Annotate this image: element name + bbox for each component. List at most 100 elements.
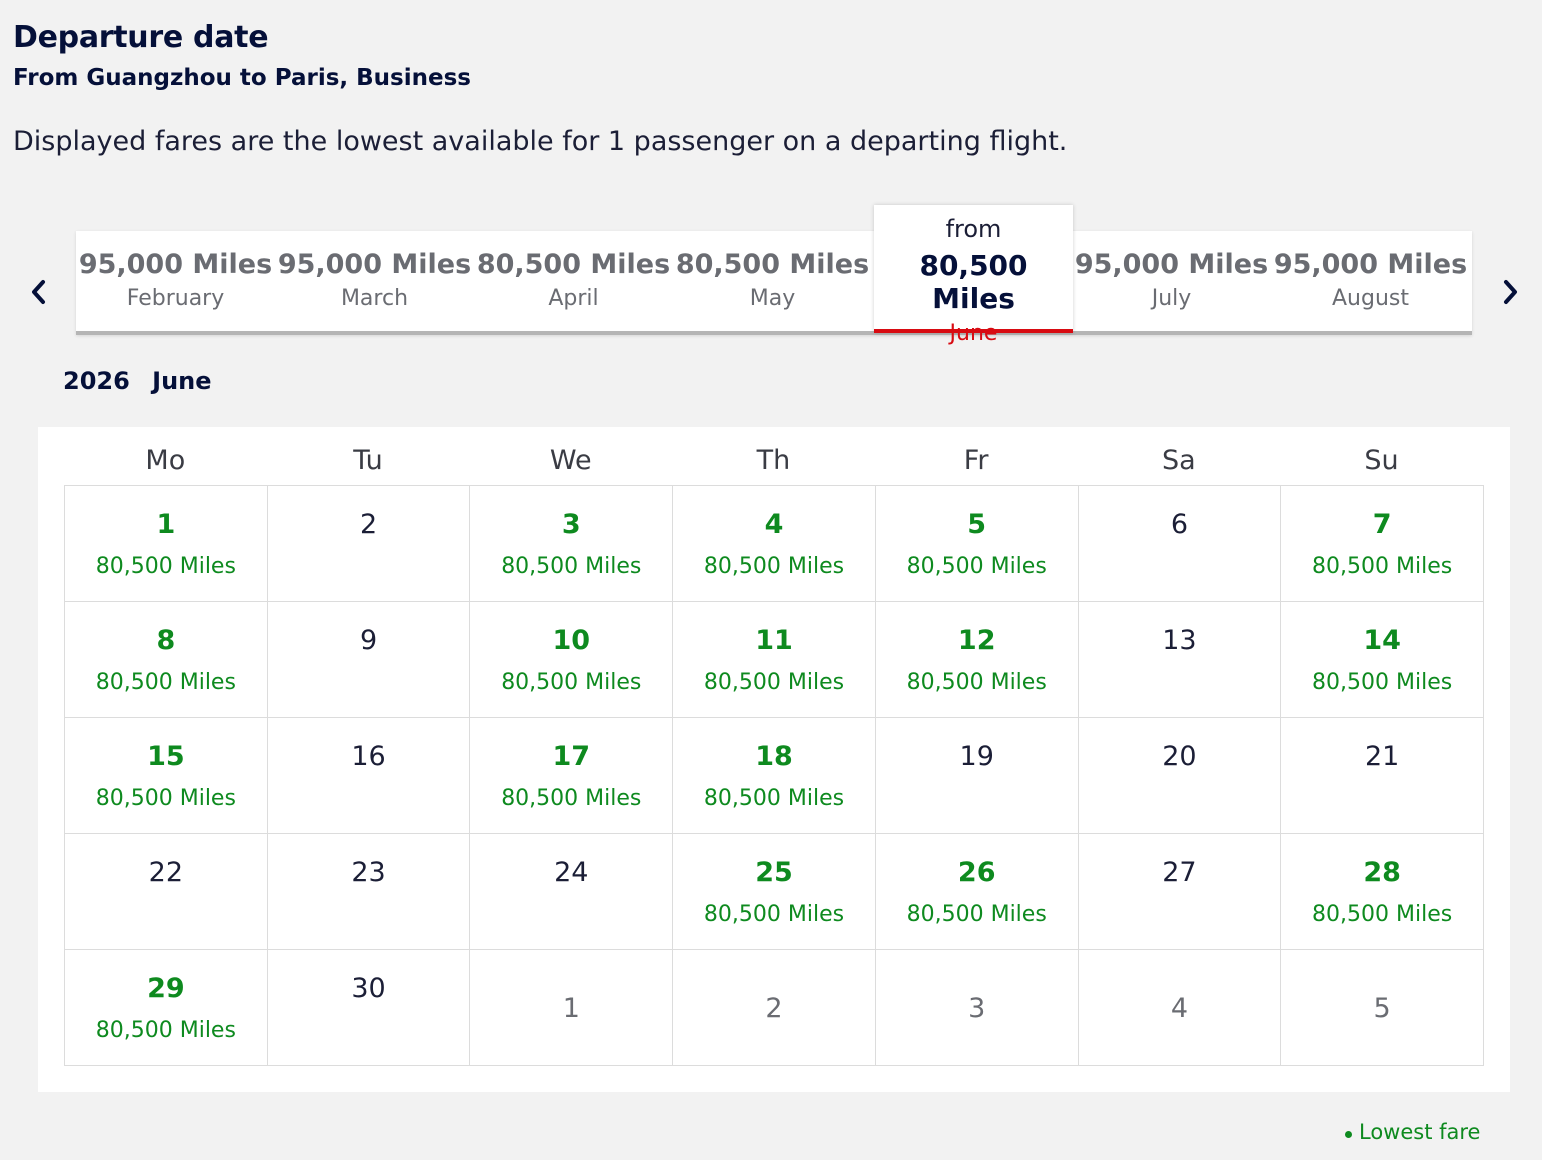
day-number: 8 xyxy=(156,625,176,656)
day-number: 19 xyxy=(959,741,994,772)
legend: Lowest fare xyxy=(1345,1120,1480,1144)
day-fare: 80,500 Miles xyxy=(1312,902,1453,927)
day-fare: 80,500 Miles xyxy=(501,786,642,811)
calendar-day[interactable]: 20 xyxy=(1078,718,1282,834)
month-tab-february[interactable]: 95,000 Miles February xyxy=(76,231,275,331)
day-number: 30 xyxy=(351,973,386,1004)
day-number: 3 xyxy=(561,509,581,540)
day-fare: 80,500 Miles xyxy=(906,670,1047,695)
weekday-label: Su xyxy=(1364,445,1399,476)
month-tab-june[interactable]: from 80,500 Miles June xyxy=(874,205,1073,346)
calendar-day[interactable]: 29 80,500 Miles xyxy=(65,950,268,1066)
calendar-day[interactable]: 11 80,500 Miles xyxy=(673,602,876,718)
month-tab-label: July xyxy=(1151,286,1192,311)
previous-months-button[interactable] xyxy=(21,274,57,310)
day-number: 28 xyxy=(1363,857,1401,888)
calendar-day[interactable]: 19 xyxy=(875,718,1079,834)
month-tab-label: August xyxy=(1332,286,1409,311)
day-fare: 80,500 Miles xyxy=(95,786,236,811)
calendar-day-outside: 5 xyxy=(1281,950,1484,1066)
calendar-day[interactable]: 30 xyxy=(267,950,471,1066)
legend-dot-icon xyxy=(1345,1130,1352,1138)
calendar-day[interactable]: 14 80,500 Miles xyxy=(1281,602,1484,718)
day-fare: 80,500 Miles xyxy=(501,554,642,579)
next-months-button[interactable] xyxy=(1492,274,1528,310)
calendar-day[interactable]: 21 xyxy=(1281,718,1484,834)
calendar-day[interactable]: 23 xyxy=(267,834,471,950)
calendar-day[interactable]: 12 80,500 Miles xyxy=(875,602,1079,718)
calendar-day[interactable]: 25 80,500 Miles xyxy=(673,834,876,950)
day-number: 11 xyxy=(755,625,793,656)
month-carousel: 95,000 Miles February 95,000 Miles March… xyxy=(76,205,1472,346)
day-fare: 80,500 Miles xyxy=(1312,554,1453,579)
day-number: 22 xyxy=(148,857,184,888)
chevron-left-icon xyxy=(32,280,45,304)
page-title: Departure date xyxy=(13,20,269,55)
calendar-month: June xyxy=(152,367,212,395)
day-number: 5 xyxy=(1373,993,1391,1024)
day-number: 7 xyxy=(1372,509,1392,540)
day-number: 2 xyxy=(765,993,783,1024)
weekday-label: Tu xyxy=(353,445,383,476)
day-fare: 80,500 Miles xyxy=(501,670,642,695)
calendar-day[interactable]: 16 xyxy=(267,718,471,834)
day-number: 26 xyxy=(957,857,996,888)
calendar-day[interactable]: 18 80,500 Miles xyxy=(673,718,876,834)
calendar-day[interactable]: 3 80,500 Miles xyxy=(470,486,674,602)
calendar-day[interactable]: 17 80,500 Miles xyxy=(470,718,674,834)
day-number: 16 xyxy=(351,741,386,772)
day-number: 6 xyxy=(1170,509,1189,540)
chevron-right-icon xyxy=(1504,280,1517,304)
calendar-day[interactable]: 27 xyxy=(1078,834,1282,950)
calendar-day[interactable]: 7 80,500 Miles xyxy=(1281,486,1484,602)
day-number: 14 xyxy=(1363,625,1401,656)
weekday-label: We xyxy=(549,445,592,476)
calendar-day[interactable]: 5 80,500 Miles xyxy=(875,486,1079,602)
weekday-header: Mo Tu We Th Fr Sa Su xyxy=(64,427,1483,485)
calendar-day[interactable]: 4 80,500 Miles xyxy=(673,486,876,602)
day-number: 17 xyxy=(552,741,591,772)
calendar-day[interactable]: 9 xyxy=(267,602,471,718)
calendar-day-outside: 4 xyxy=(1078,950,1282,1066)
month-tab-july[interactable]: 95,000 Miles July xyxy=(1072,231,1271,331)
day-fare: 80,500 Miles xyxy=(95,1018,236,1043)
calendar-day[interactable]: 10 80,500 Miles xyxy=(470,602,674,718)
calendar-heading: 2026 June xyxy=(63,367,212,395)
month-tab-april[interactable]: 80,500 Miles April xyxy=(474,231,673,331)
calendar-day[interactable]: 24 xyxy=(470,834,674,950)
calendar-day[interactable]: 22 xyxy=(65,834,268,950)
calendar-day[interactable]: 26 80,500 Miles xyxy=(875,834,1079,950)
day-fare: 80,500 Miles xyxy=(703,902,845,927)
calendar-day[interactable]: 1 80,500 Miles xyxy=(65,486,268,602)
month-tab-price: 80,500 Miles xyxy=(476,249,671,280)
calendar-day[interactable]: 13 xyxy=(1078,602,1282,718)
day-number: 23 xyxy=(351,857,386,888)
month-tab-price: 95,000 Miles xyxy=(277,249,472,280)
calendar-day-outside: 1 xyxy=(470,950,674,1066)
day-number: 29 xyxy=(147,973,185,1004)
day-number: 9 xyxy=(359,625,378,656)
calendar-day[interactable]: 8 80,500 Miles xyxy=(65,602,268,718)
month-tab-may[interactable]: 80,500 Miles May xyxy=(673,231,872,331)
calendar-day[interactable]: 6 xyxy=(1078,486,1282,602)
day-fare: 80,500 Miles xyxy=(1312,670,1453,695)
month-tab-price: 95,000 Miles xyxy=(1074,249,1269,280)
day-fare: 80,500 Miles xyxy=(95,554,236,579)
day-fare: 80,500 Miles xyxy=(703,786,845,811)
calendar-day[interactable]: 28 80,500 Miles xyxy=(1281,834,1484,950)
month-tab-label: April xyxy=(548,286,599,311)
day-number: 3 xyxy=(968,993,986,1024)
month-tab-august[interactable]: 95,000 Miles August xyxy=(1271,231,1470,331)
calendar-day[interactable]: 15 80,500 Miles xyxy=(65,718,268,834)
weekday-label: Mo xyxy=(145,445,186,476)
calendar: Mo Tu We Th Fr Sa Su 1 80,500 Miles 2 3 80,5… xyxy=(38,427,1510,1092)
day-number: 27 xyxy=(1162,857,1197,888)
month-tab-march[interactable]: 95,000 Miles March xyxy=(275,231,474,331)
month-tab-price: 95,000 Miles xyxy=(1273,249,1468,280)
day-number: 15 xyxy=(147,741,185,772)
day-fare: 80,500 Miles xyxy=(95,670,236,695)
month-tab-label: June xyxy=(949,321,998,346)
day-number: 24 xyxy=(554,857,589,888)
calendar-day[interactable]: 2 xyxy=(267,486,471,602)
day-fare: 80,500 Miles xyxy=(703,670,845,695)
